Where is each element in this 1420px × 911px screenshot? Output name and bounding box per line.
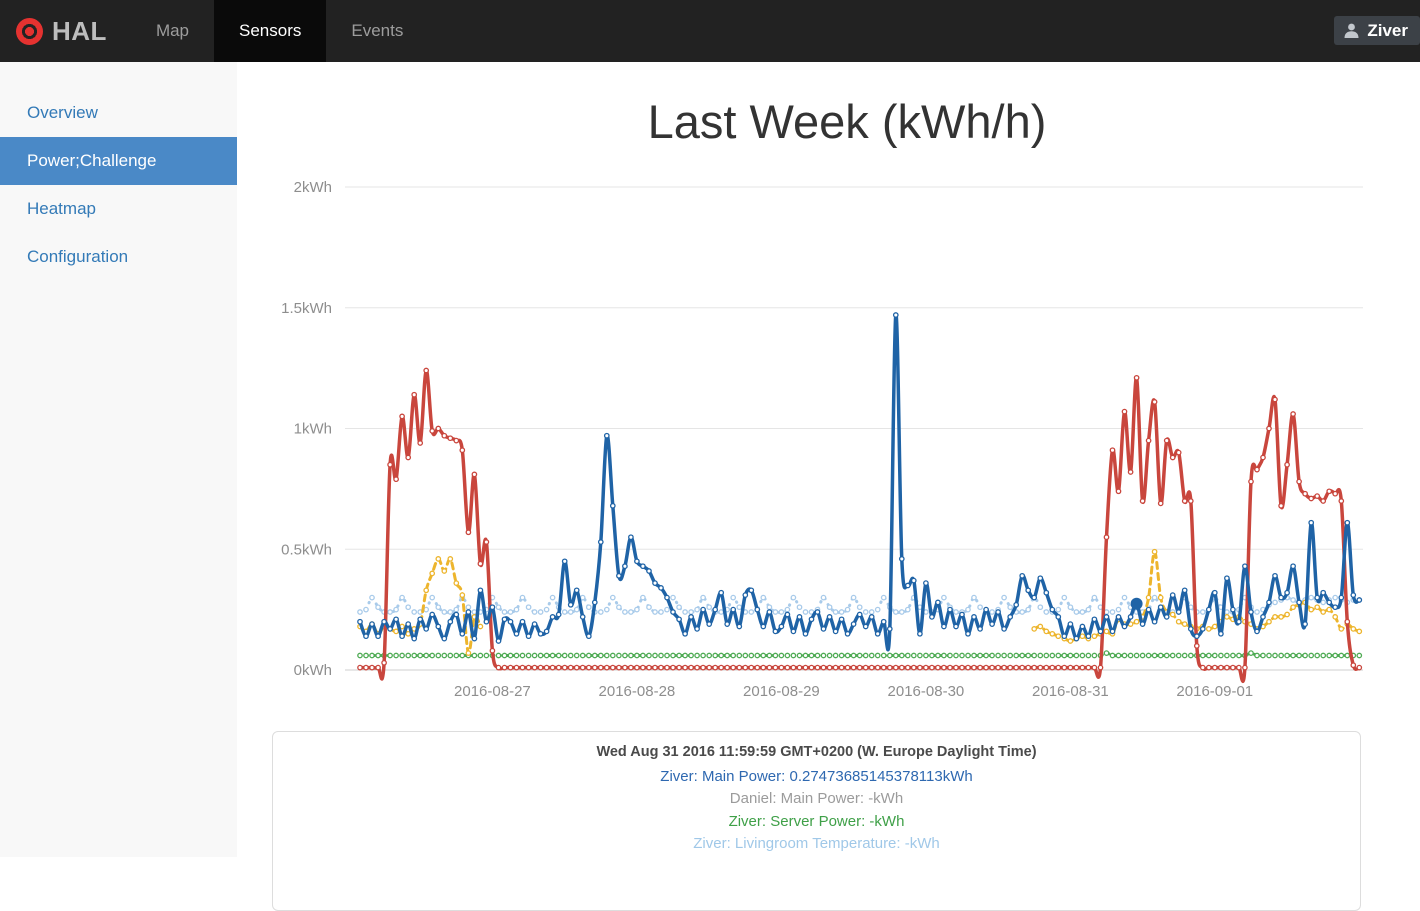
sidebar-item-overview[interactable]: Overview [27,103,98,122]
svg-text:1kWh: 1kWh [294,421,332,438]
svg-text:0.5kWh: 0.5kWh [281,541,332,558]
sidebar: Overview Power;Challenge Heatmap Configu… [0,62,237,857]
tab-map[interactable]: Map [155,21,190,40]
sidebar-item-configuration[interactable]: Configuration [27,247,129,266]
chart-title: Last Week (kWh/h) [647,95,1047,148]
svg-text:2016-08-31: 2016-08-31 [1032,683,1109,700]
navbar-tabs: Map Sensors Events [131,0,428,62]
main-content [237,62,1420,857]
tab-events[interactable]: Events [351,21,404,40]
tooltip-row-daniel-main-power: Daniel: Main Power: -kWh [729,790,904,808]
svg-text:1.5kWh: 1.5kWh [281,300,332,317]
svg-text:2016-09-01: 2016-09-01 [1176,683,1253,700]
tooltip-row-main-power: Ziver: Main Power: 0.27473685145378113kW… [660,768,973,785]
user-icon [1344,23,1359,38]
brand[interactable]: HAL [0,0,107,62]
sidebar-item-heatmap[interactable]: Heatmap [27,199,96,218]
tab-sensors[interactable]: Sensors [214,0,327,62]
svg-text:2016-08-27: 2016-08-27 [454,683,531,700]
top-navbar: HAL Map Sensors Events Ziver [0,0,1420,62]
svg-text:2016-08-29: 2016-08-29 [743,683,820,700]
user-name: Ziver [1367,20,1408,40]
sidebar-item-power-challenge[interactable]: Power;Challenge [0,137,237,185]
brand-label: HAL [52,15,107,46]
power-line-chart[interactable]: 0kWh 0.5kWh 1kWh 1.5kWh 2kWh 2016-08-27 2016-0… [272,160,1372,720]
tooltip-timestamp: Wed Aug 31 2016 11:59:59 GMT+0200 (W. Eu… [596,744,1037,760]
user-menu[interactable]: Ziver [1334,16,1420,45]
bullseye-logo-icon [16,17,43,45]
tooltip-row-livingroom-temperature: Ziver: Livingroom Temperature: -kWh [693,835,940,853]
selected-point [1130,597,1143,610]
chart-tooltip-panel: Wed Aug 31 2016 11:59:59 GMT+0200 (W. Eu… [272,731,1361,911]
svg-text:2016-08-28: 2016-08-28 [599,683,676,700]
tooltip-row-server-power: Ziver: Server Power: -kWh [728,812,905,830]
svg-text:0kWh: 0kWh [294,662,332,679]
svg-text:2kWh: 2kWh [294,179,332,196]
svg-text:2016-08-30: 2016-08-30 [888,683,965,700]
